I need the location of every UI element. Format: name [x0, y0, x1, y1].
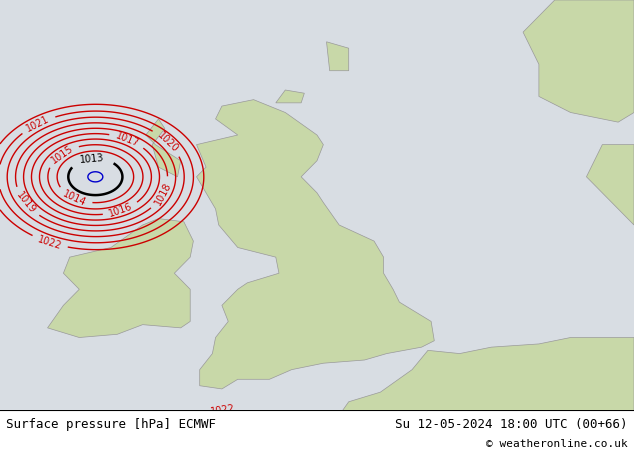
Text: 1015: 1015: [49, 143, 75, 165]
Text: Su 12-05-2024 18:00 UTC (00+66): Su 12-05-2024 18:00 UTC (00+66): [395, 418, 628, 431]
Polygon shape: [197, 99, 434, 389]
Polygon shape: [523, 0, 634, 122]
Polygon shape: [146, 119, 181, 177]
Polygon shape: [48, 219, 193, 338]
Text: 1022: 1022: [37, 234, 63, 251]
Polygon shape: [327, 42, 349, 71]
Text: 1021: 1021: [25, 114, 51, 134]
Text: 1017: 1017: [114, 130, 140, 148]
Text: 1020: 1020: [155, 130, 180, 154]
Text: Surface pressure [hPa] ECMWF: Surface pressure [hPa] ECMWF: [6, 418, 216, 431]
Text: 1016: 1016: [108, 202, 134, 219]
Text: 1013: 1013: [79, 153, 105, 165]
Polygon shape: [301, 338, 634, 450]
Text: 1018: 1018: [153, 181, 173, 207]
Polygon shape: [276, 90, 304, 103]
Text: 1019: 1019: [14, 190, 37, 216]
Text: © weatheronline.co.uk: © weatheronline.co.uk: [486, 439, 628, 449]
Polygon shape: [586, 144, 634, 225]
Text: 1022: 1022: [209, 404, 235, 418]
Text: 1014: 1014: [61, 189, 87, 208]
